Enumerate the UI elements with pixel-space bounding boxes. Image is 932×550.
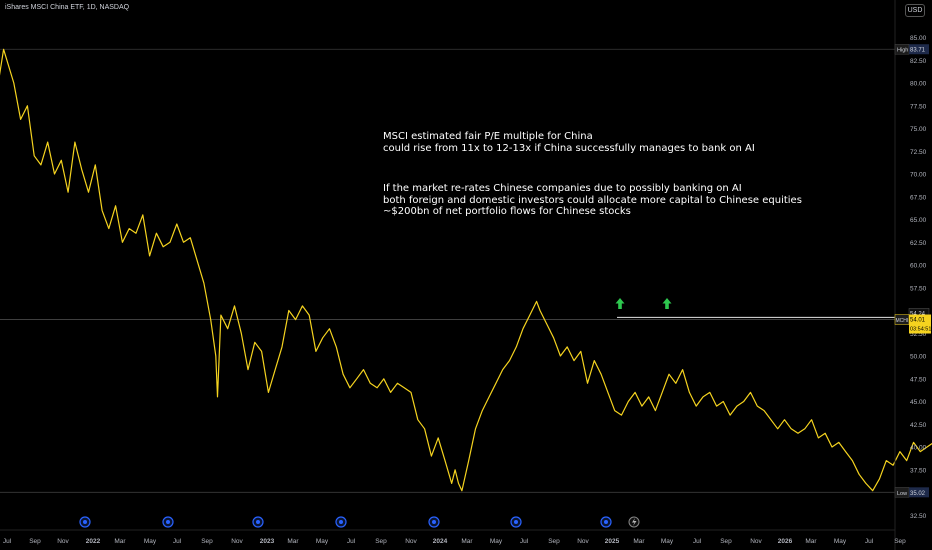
y-tick-label: 65.00	[910, 217, 927, 224]
low-badge-value: 35.02	[910, 491, 926, 497]
x-tick-label: Sep	[201, 538, 213, 545]
ticker-label: MCHI	[896, 318, 909, 324]
dividend-icon[interactable]	[510, 516, 522, 528]
x-tick-label: May	[834, 538, 847, 545]
x-tick-label: Mar	[287, 538, 299, 545]
x-tick-label: Nov	[231, 538, 243, 545]
y-tick-label: 40.00	[910, 445, 927, 452]
x-tick-label: Nov	[750, 538, 762, 545]
dividend-icon[interactable]	[162, 516, 174, 528]
x-tick-label: May	[316, 538, 329, 545]
annotation-line: MSCI estimated fair P/E multiple for Chi…	[383, 131, 593, 142]
y-tick-label: 37.50	[910, 467, 927, 474]
x-tick-label: Nov	[57, 538, 69, 545]
dividend-icon[interactable]	[335, 516, 347, 528]
annotation-line: ~$200bn of net portfolio flows for Chine…	[383, 206, 631, 217]
y-tick-label: 50.00	[910, 354, 927, 361]
high-badge-value-box	[909, 44, 929, 55]
x-tick-label: Jul	[173, 538, 182, 545]
annotation-line: If the market re-rates Chinese companies…	[383, 183, 742, 194]
y-tick-label: 60.00	[910, 263, 927, 270]
lightning-icon-bolt	[632, 518, 637, 526]
y-tick-label: 70.00	[910, 172, 927, 179]
x-tick-label: May	[661, 538, 674, 545]
x-tick-label: Jul	[347, 538, 356, 545]
dividend-icon[interactable]	[428, 516, 440, 528]
annotation-capital-flows: If the market re-rates Chinese companies…	[383, 183, 802, 218]
last-price-badge	[909, 314, 931, 334]
x-tick-label: Jul	[520, 538, 529, 545]
annotation-fair-pe: MSCI estimated fair P/E multiple for Chi…	[383, 131, 755, 154]
x-tick-label: Sep	[720, 538, 732, 545]
y-tick-label: 47.50	[910, 376, 927, 383]
x-tick-label: Nov	[577, 538, 589, 545]
x-tick-label: Mar	[461, 538, 473, 545]
x-tick-label: Sep	[548, 538, 560, 545]
dividend-icon-dot	[604, 520, 608, 524]
y-tick-label: 42.50	[910, 422, 927, 429]
dividend-icon-dot	[256, 520, 260, 524]
x-tick-label: Sep	[29, 538, 41, 545]
up-arrow-icon	[615, 298, 625, 309]
y-tick-label: 52.50	[910, 331, 927, 338]
x-tick-label: 2025	[605, 538, 620, 545]
lightning-icon[interactable]	[628, 516, 640, 528]
low-badge: Low 35.02	[894, 487, 929, 498]
x-tick-label: May	[144, 538, 157, 545]
x-tick-label: Sep	[894, 538, 906, 545]
dividend-icon[interactable]	[79, 516, 91, 528]
y-tick-label: 57.50	[910, 285, 927, 292]
x-tick-label: Sep	[375, 538, 387, 545]
x-tick-label: Mar	[633, 538, 645, 545]
x-tick-label: 2024	[433, 538, 448, 545]
last-price-value: 54.01	[910, 318, 926, 324]
x-tick-label: 2023	[260, 538, 275, 545]
dividend-icon-dot	[514, 520, 518, 524]
up-arrow-icon	[662, 298, 672, 309]
y-tick-label: 75.00	[910, 126, 927, 133]
currency-button[interactable]: USD	[905, 4, 925, 17]
x-tick-label: May	[490, 538, 503, 545]
y-tick-label: 32.50	[910, 513, 927, 520]
high-badge-value: 83.71	[910, 48, 926, 54]
dividend-icon[interactable]	[252, 516, 264, 528]
annotation-line: could rise from 11x to 12-13x if China s…	[383, 142, 755, 154]
dividend-icon-dot	[166, 520, 170, 524]
x-tick-label: Mar	[805, 538, 817, 545]
y-tick-label: 67.50	[910, 194, 927, 201]
dividend-icon[interactable]	[600, 516, 612, 528]
dividend-icon-dot	[432, 520, 436, 524]
x-tick-label: Jul	[3, 538, 12, 545]
x-tick-label: Jul	[693, 538, 702, 545]
annotation-line: both foreign and domestic investors coul…	[383, 194, 802, 206]
x-tick-label: Mar	[114, 538, 126, 545]
low-badge-label: Low	[897, 491, 907, 497]
countdown-value: 03:54:51	[910, 327, 931, 333]
x-tick-label: Jul	[865, 538, 874, 545]
y-tick-label: 80.00	[910, 81, 927, 88]
y-tick-label: 85.00	[910, 35, 927, 42]
drawn-level-value: 54.24	[910, 311, 926, 317]
y-tick-label: 62.50	[910, 240, 927, 247]
chart-title: iShares MSCI China ETF, 1D, NASDAQ	[5, 4, 130, 11]
y-tick-label: 72.50	[910, 149, 927, 156]
x-tick-label: Nov	[405, 538, 417, 545]
price-series-line	[0, 48, 932, 492]
high-badge-label: High	[897, 48, 908, 54]
low-badge-value-box	[909, 487, 929, 498]
dividend-icon-dot	[83, 520, 87, 524]
x-tick-label: 2026	[778, 538, 793, 545]
high-badge: High 83.71	[894, 43, 929, 55]
y-tick-label: 45.00	[910, 399, 927, 406]
y-tick-label: 82.50	[910, 58, 927, 65]
x-tick-label: 2022	[86, 538, 101, 545]
y-tick-label: 77.50	[910, 103, 927, 110]
dividend-icon-dot	[339, 520, 343, 524]
